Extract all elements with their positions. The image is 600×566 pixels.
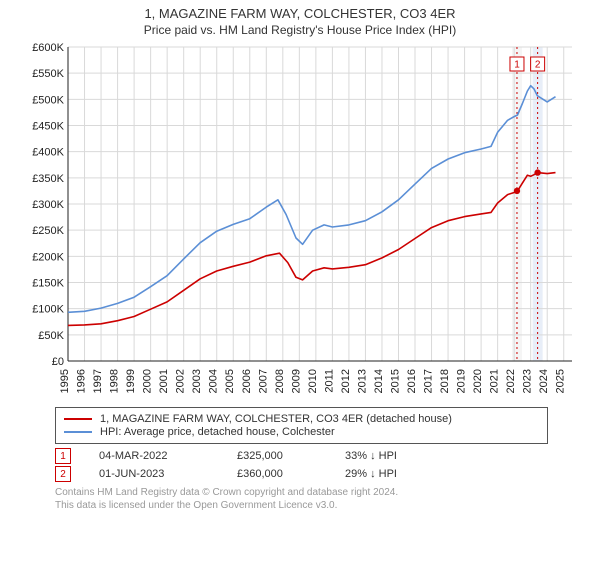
price-chart: £0 £50K £100K £150K £200K £250K £300K £350K £400… <box>20 41 580 401</box>
svg-text:2007: 2007 <box>257 369 269 393</box>
svg-text:£250K: £250K <box>32 225 64 237</box>
chart-svg: £0 £50K £100K £150K £200K £250K £300K £350K £400… <box>20 41 580 401</box>
page-title: 1, MAGAZINE FARM WAY, COLCHESTER, CO3 4E… <box>0 6 600 21</box>
svg-text:£50K: £50K <box>38 330 64 342</box>
legend-row: HPI: Average price, detached house, Colc… <box>64 426 539 438</box>
svg-text:2010: 2010 <box>307 369 319 393</box>
svg-text:2009: 2009 <box>290 369 302 393</box>
svg-text:2000: 2000 <box>142 369 154 393</box>
sale-price: £325,000 <box>237 450 317 462</box>
footnote: Contains HM Land Registry data © Crown c… <box>55 486 555 512</box>
sale-row: 2 01-JUN-2023 £360,000 29% ↓ HPI <box>55 466 600 482</box>
svg-text:2012: 2012 <box>340 369 352 393</box>
svg-text:2018: 2018 <box>439 369 451 393</box>
svg-text:£200K: £200K <box>32 251 64 263</box>
svg-text:2017: 2017 <box>423 369 435 393</box>
sale-hpi-delta: 33% ↓ HPI <box>345 450 397 462</box>
svg-text:2022: 2022 <box>505 369 517 393</box>
svg-text:1995: 1995 <box>59 369 71 393</box>
svg-text:2001: 2001 <box>158 369 170 393</box>
svg-text:2011: 2011 <box>323 369 335 393</box>
svg-text:£300K: £300K <box>32 199 64 211</box>
svg-text:£150K: £150K <box>32 278 64 290</box>
svg-text:2024: 2024 <box>538 369 550 393</box>
sale-badge: 1 <box>55 448 71 464</box>
svg-text:2002: 2002 <box>175 369 187 393</box>
svg-text:2008: 2008 <box>274 369 286 393</box>
svg-text:2020: 2020 <box>472 369 484 393</box>
svg-text:£500K: £500K <box>32 94 64 106</box>
svg-text:£450K: £450K <box>32 121 64 133</box>
sale-date: 01-JUN-2023 <box>99 468 209 480</box>
svg-text:2014: 2014 <box>373 369 385 393</box>
svg-text:2: 2 <box>535 60 541 71</box>
svg-text:2023: 2023 <box>522 369 534 393</box>
legend-row: 1, MAGAZINE FARM WAY, COLCHESTER, CO3 4E… <box>64 413 539 425</box>
svg-text:£600K: £600K <box>32 42 64 54</box>
legend-label: 1, MAGAZINE FARM WAY, COLCHESTER, CO3 4E… <box>100 413 452 425</box>
svg-text:2015: 2015 <box>389 369 401 393</box>
svg-text:£550K: £550K <box>32 68 64 80</box>
sale-date: 04-MAR-2022 <box>99 450 209 462</box>
svg-text:£350K: £350K <box>32 173 64 185</box>
svg-text:2004: 2004 <box>208 369 220 393</box>
chart-legend: 1, MAGAZINE FARM WAY, COLCHESTER, CO3 4E… <box>55 407 548 444</box>
sale-badge: 2 <box>55 466 71 482</box>
svg-text:1: 1 <box>514 60 520 71</box>
footnote-line2: This data is licensed under the Open Gov… <box>55 500 337 511</box>
svg-text:£100K: £100K <box>32 304 64 316</box>
sale-price: £360,000 <box>237 468 317 480</box>
footnote-line1: Contains HM Land Registry data © Crown c… <box>55 487 398 498</box>
legend-swatch <box>64 418 92 420</box>
sale-row: 1 04-MAR-2022 £325,000 33% ↓ HPI <box>55 448 600 464</box>
svg-text:£400K: £400K <box>32 147 64 159</box>
svg-text:2013: 2013 <box>356 369 368 393</box>
svg-text:2019: 2019 <box>456 369 468 393</box>
svg-text:2021: 2021 <box>489 369 501 393</box>
svg-text:2016: 2016 <box>406 369 418 393</box>
svg-text:1999: 1999 <box>125 369 137 393</box>
svg-text:2005: 2005 <box>224 369 236 393</box>
svg-text:1997: 1997 <box>92 369 104 393</box>
svg-text:2006: 2006 <box>241 369 253 393</box>
svg-text:1996: 1996 <box>76 369 88 393</box>
svg-text:1998: 1998 <box>109 369 121 393</box>
svg-text:2003: 2003 <box>191 369 203 393</box>
legend-label: HPI: Average price, detached house, Colc… <box>100 426 335 438</box>
page-subtitle: Price paid vs. HM Land Registry's House … <box>0 23 600 37</box>
sales-list: 1 04-MAR-2022 £325,000 33% ↓ HPI 2 01-JUN-202… <box>55 448 600 482</box>
svg-text:2025: 2025 <box>555 369 567 393</box>
sale-hpi-delta: 29% ↓ HPI <box>345 468 397 480</box>
svg-text:£0: £0 <box>52 356 64 368</box>
legend-swatch <box>64 431 92 433</box>
